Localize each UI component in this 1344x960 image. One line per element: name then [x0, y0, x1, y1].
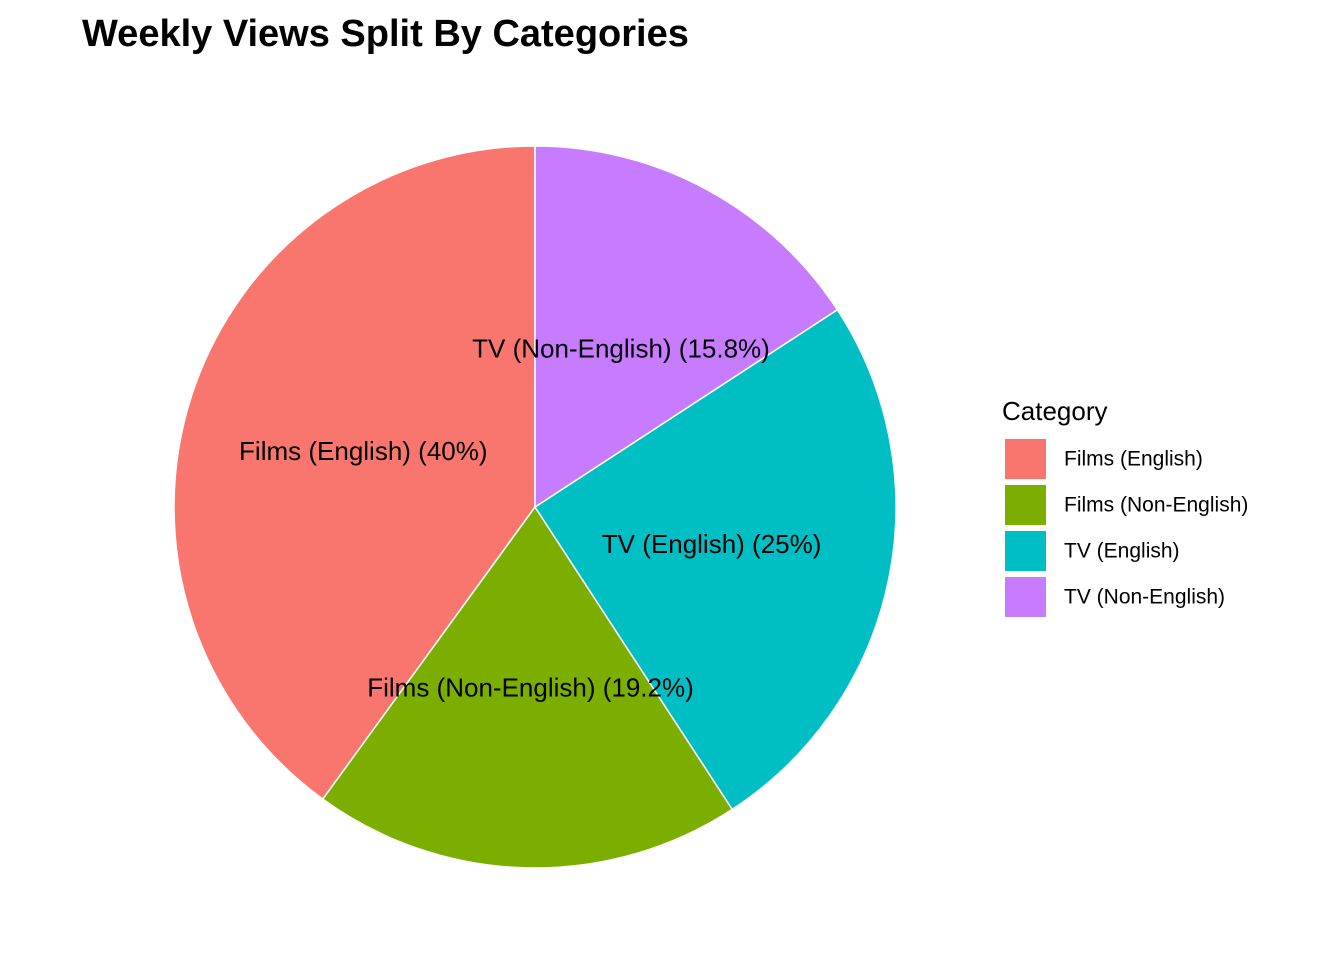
slice-labels: Films (English) (40%) Films (Non-English)… [239, 333, 821, 702]
slice-label-tv-english: TV (English) (25%) [602, 529, 822, 559]
slice-label-films-non-english: Films (Non-English) (19.2%) [367, 672, 694, 702]
legend-label-tv-english: TV (English) [1064, 540, 1180, 563]
pie-slices [173, 145, 897, 869]
pie-slice-tv-non-english [534, 145, 839, 509]
slice-label-tv-non-english: TV (Non-English) (15.8%) [472, 333, 770, 363]
legend-key-tv-english [1005, 531, 1046, 571]
legend-label-films-non-english: Films (Non-English) [1064, 494, 1248, 517]
legend-items: Films (English) Films (Non-English) TV (En… [1005, 439, 1248, 617]
legend-key-films-english [1005, 439, 1046, 479]
legend-label-tv-non-english: TV (Non-English) [1064, 586, 1225, 609]
pie-slice-tv-english [533, 308, 897, 811]
chart-title: Weekly Views Split By Categories [82, 13, 689, 55]
legend-key-films-non-english [1005, 485, 1046, 525]
pie-slice-films-non-english [321, 505, 734, 869]
pie-slice-films-english [173, 145, 536, 801]
slice-label-films-english: Films (English) (40%) [239, 436, 488, 466]
legend: Category Films (English) Films (Non-Engli… [1002, 396, 1248, 617]
legend-key-tv-non-english [1005, 577, 1046, 617]
legend-title: Category [1002, 396, 1108, 426]
legend-label-films-english: Films (English) [1064, 448, 1203, 471]
